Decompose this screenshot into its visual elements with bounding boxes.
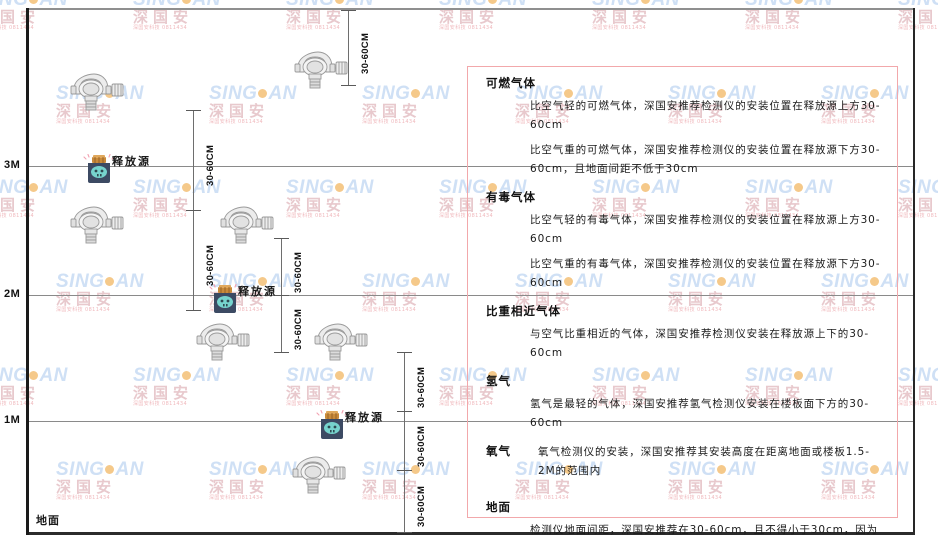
- gas-detector-icon: [68, 72, 124, 114]
- level-label-3m: 3M: [4, 159, 21, 171]
- dimension-tick: [274, 295, 289, 296]
- dimension-tick: [397, 411, 412, 412]
- dimension-line: [281, 295, 282, 352]
- section-paragraph: 比空气轻的有毒气体，深国安推荐检测仪的安装位置在释放源上方30-60cm: [530, 214, 881, 245]
- frame-bottom-border: [26, 532, 915, 535]
- release-source-label: 释放源: [238, 285, 277, 298]
- section-paragraph: 氧气检测仪的安装，深国安推荐其安装高度在距离地面或楼板1.5-2M的范围内: [538, 446, 870, 477]
- release-source-icon: [316, 409, 348, 440]
- guidance-section: 氧气 氧气检测仪的安装，深国安推荐其安装高度在距离地面或楼板1.5-2M的范围内: [468, 443, 899, 481]
- guidance-section: 氢气氢气是最轻的气体，深国安推荐氢气检测仪安装在楼板面下方的30-60cm: [468, 373, 899, 433]
- section-heading: 地面: [486, 500, 511, 514]
- dimension-label: 30-60CM: [416, 425, 427, 467]
- dimension-label: 30-60CM: [416, 485, 427, 527]
- dimension-tick: [341, 10, 356, 11]
- dimension-tick: [341, 85, 356, 86]
- section-heading: 有毒气体: [486, 190, 536, 204]
- dimension-label: 30-60CM: [205, 144, 216, 186]
- dimension-label: 30-60CM: [416, 366, 427, 408]
- gas-detector-icon: [218, 205, 274, 247]
- section-heading: 氢气: [486, 374, 511, 388]
- section-paragraph: 比空气轻的可燃气体，深国安推荐检测仪的安装位置在释放源上方30-60cm: [530, 100, 881, 131]
- dimension-line: [193, 110, 194, 210]
- level-label-2m: 2M: [4, 288, 21, 300]
- release-source-icon: [83, 153, 115, 184]
- level-line: [29, 295, 913, 296]
- release-source-icon: [209, 283, 241, 314]
- guidance-section: 可燃气体比空气轻的可燃气体，深国安推荐检测仪的安装位置在释放源上方30-60cm…: [468, 75, 899, 179]
- dimension-label: 30-60CM: [360, 32, 371, 74]
- gas-detector-icon: [312, 322, 368, 364]
- dimension-tick: [274, 352, 289, 353]
- gas-detector-icon: [292, 50, 348, 92]
- section-paragraph: 检测仪地面间距，深国安推荐在30-60cm，且不得小于30cm，因为过低容易水溅…: [530, 524, 878, 536]
- guidance-section: 比重相近气体与空气比重相近的气体，深国安推荐检测仪安装在释放源上下的30-60c…: [468, 303, 899, 363]
- installation-guidance-panel: 可燃气体比空气轻的可燃气体，深国安推荐检测仪的安装位置在释放源上方30-60cm…: [467, 66, 899, 536]
- vertical-axis: [26, 8, 29, 535]
- dimension-tick: [397, 352, 412, 353]
- dimension-label: 30-60CM: [205, 244, 216, 286]
- dimension-tick: [186, 210, 201, 211]
- guidance-section: 地面检测仪地面间距，深国安推荐在30-60cm，且不得小于30cm，因为过低容易…: [468, 499, 899, 541]
- section-heading: 比重相近气体: [486, 304, 561, 318]
- ground-label: 地面: [36, 514, 60, 527]
- dimension-line: [404, 352, 405, 411]
- section-heading: 可燃气体: [486, 76, 536, 90]
- dimension-line: [404, 411, 405, 470]
- section-paragraph: 氢气是最轻的气体，深国安推荐氢气检测仪安装在楼板面下方的30-60cm: [530, 398, 870, 429]
- dimension-tick: [274, 238, 289, 239]
- gas-detector-icon: [68, 205, 124, 247]
- dimension-tick: [397, 470, 412, 471]
- gas-detector-icon: [194, 322, 250, 364]
- dimension-label: 30-60CM: [293, 251, 304, 293]
- dimension-line: [404, 470, 405, 532]
- level-line: [29, 421, 913, 422]
- dimension-line: [348, 10, 349, 85]
- dimension-tick: [397, 532, 412, 533]
- section-paragraph: 比空气重的可燃气体，深国安推荐检测仪的安装位置在释放源下方30-60cm，且地面…: [530, 144, 881, 175]
- dimension-label: 30-60CM: [293, 308, 304, 350]
- gas-detector-icon: [290, 455, 346, 497]
- level-label-1m: 1M: [4, 414, 21, 426]
- level-line: [29, 166, 913, 167]
- frame-top-border: [26, 8, 915, 10]
- dimension-tick: [186, 110, 201, 111]
- section-heading: 氧气: [486, 444, 511, 458]
- release-source-label: 释放源: [112, 155, 151, 168]
- dimension-line: [193, 210, 194, 310]
- section-paragraph: 与空气比重相近的气体，深国安推荐检测仪安装在释放源上下的30-60cm: [530, 328, 870, 359]
- section-paragraph: 比空气重的有毒气体，深国安推荐检测仪的安装位置在释放源下方30-60cm: [530, 258, 881, 289]
- release-source-label: 释放源: [345, 411, 384, 424]
- frame-right-border: [913, 8, 915, 534]
- dimension-tick: [186, 310, 201, 311]
- dimension-line: [281, 238, 282, 295]
- guidance-section: 有毒气体比空气轻的有毒气体，深国安推荐检测仪的安装位置在释放源上方30-60cm…: [468, 189, 899, 293]
